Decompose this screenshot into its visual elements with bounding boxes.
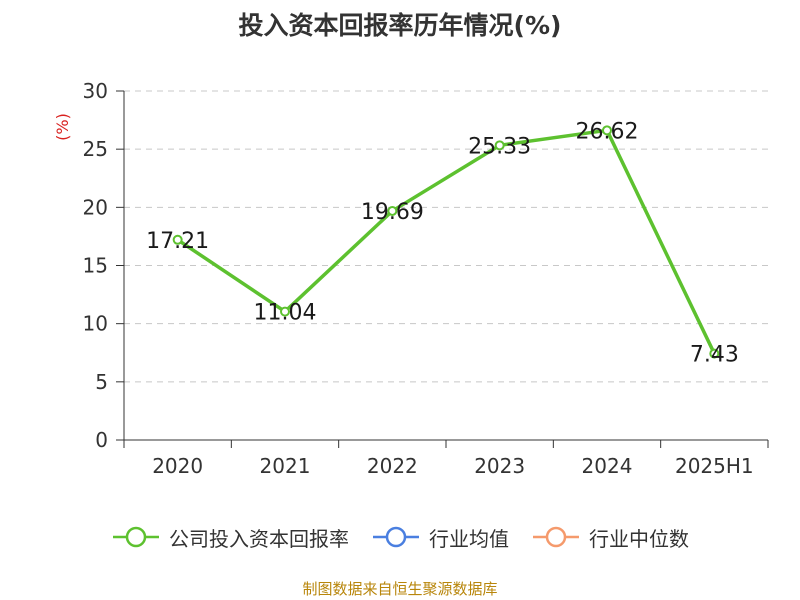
- data-point: [387, 205, 398, 216]
- legend: 公司投入资本回报率 行业均值 行业中位数: [0, 520, 800, 554]
- y-tick-label: 10: [83, 312, 108, 336]
- y-tick-label: 25: [83, 137, 108, 161]
- data-label: 26.62: [576, 119, 639, 144]
- grid-layer: [124, 90, 768, 383]
- series-layer: [172, 125, 720, 359]
- y-tick-label: 5: [95, 370, 108, 394]
- data-label: 19.69: [361, 200, 424, 225]
- legend-marker-icon: [373, 526, 419, 548]
- x-tick-label: 2020: [152, 454, 203, 478]
- legend-label: 行业均值: [429, 526, 509, 551]
- data-label: 7.43: [690, 343, 739, 368]
- data-point: [709, 348, 720, 359]
- legend-marker-icon: [533, 526, 579, 548]
- x-tick-label: 2023: [474, 454, 525, 478]
- label-layer: 17.21 11.04 19.69 25.33 26.62 7.43: [146, 119, 739, 367]
- legend-marker-icon: [113, 526, 159, 548]
- data-point: [280, 306, 290, 317]
- y-tick-label: 15: [83, 254, 108, 278]
- y-axis-label: (%): [53, 113, 72, 141]
- data-label: 25.33: [468, 134, 531, 159]
- data-point: [494, 140, 505, 151]
- data-point: [172, 234, 183, 245]
- data-label: 11.04: [254, 301, 317, 326]
- legend-item-industry-mean[interactable]: 行业均值: [371, 523, 509, 552]
- y-tick-label: 30: [83, 79, 108, 103]
- y-tick-label: 20: [83, 195, 108, 219]
- legend-item-company[interactable]: 公司投入资本回报率: [111, 523, 349, 552]
- data-point: [602, 125, 612, 136]
- x-tick-label: 2024: [582, 454, 633, 478]
- legend-item-industry-median[interactable]: 行业中位数: [531, 523, 689, 552]
- x-tick-label: 2021: [260, 454, 311, 478]
- axis-layer: 0 5 10 15 20 25 30 2020 2021 2022 2023 2024 2025H1 (%…: [53, 79, 769, 478]
- y-tick-label: 0: [95, 428, 108, 452]
- x-tick-label: 2022: [367, 454, 418, 478]
- legend-label: 行业中位数: [589, 526, 689, 551]
- series-line: [176, 128, 716, 355]
- data-label: 17.21: [146, 229, 209, 254]
- data-source: 制图数据来自恒生聚源数据库: [302, 580, 498, 598]
- chart-title: 投入资本回报率历年情况(%): [238, 11, 562, 40]
- x-tick-label: 2025H1: [675, 454, 754, 478]
- legend-label: 公司投入资本回报率: [169, 526, 349, 551]
